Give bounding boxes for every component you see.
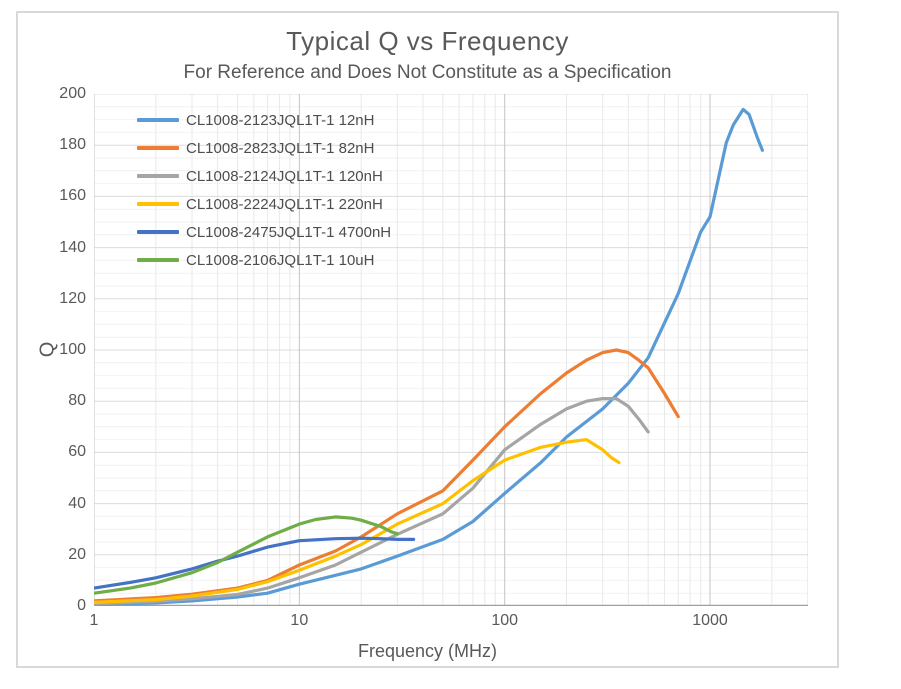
legend-label: CL1008-2106JQL1T-1 10uH — [186, 251, 375, 269]
legend-item: CL1008-2475JQL1T-1 4700nH — [137, 218, 391, 246]
x-axis-title: Frequency (MHz) — [357, 641, 498, 661]
legend-item: CL1008-2823JQL1T-1 82nH — [137, 134, 391, 162]
x-tick-label: 100 — [491, 612, 519, 629]
y-tick-label: 120 — [59, 289, 86, 307]
plot-area — [94, 94, 808, 606]
y-tick-label: 80 — [68, 392, 86, 410]
x-tick-label: 1 — [89, 612, 99, 629]
legend-label: CL1008-2823JQL1T-1 82nH — [186, 139, 375, 157]
legend-line-swatch — [137, 230, 179, 234]
legend-item: CL1008-2106JQL1T-1 10uH — [137, 246, 391, 274]
legend-item: CL1008-2224JQL1T-1 220nH — [137, 190, 391, 218]
legend-label: CL1008-2224JQL1T-1 220nH — [186, 195, 383, 213]
y-axis-title: Q — [36, 341, 59, 358]
x-tick-label: 1000 — [692, 612, 728, 629]
legend-line-swatch — [137, 202, 179, 206]
y-tick-label: 180 — [59, 136, 86, 154]
series-line — [94, 515, 399, 595]
legend-line-swatch — [137, 146, 179, 150]
x-tick-label: 10 — [290, 612, 309, 629]
series-line — [94, 536, 416, 590]
y-tick-label: 100 — [59, 341, 86, 358]
series-line — [94, 348, 680, 603]
legend-line-swatch — [137, 174, 179, 178]
y-tick-label: 40 — [68, 494, 86, 512]
y-tick-label: 140 — [59, 238, 86, 256]
legend-label: CL1008-2124JQL1T-1 120nH — [186, 167, 383, 185]
series-line — [94, 107, 765, 606]
series-line — [94, 438, 621, 604]
chart-subtitle: For Reference and Does Not Constitute as… — [183, 62, 672, 83]
series-line — [94, 397, 650, 606]
legend-item: CL1008-2123JQL1T-1 12nH — [137, 106, 391, 134]
legend-label: CL1008-2475JQL1T-1 4700nH — [186, 223, 392, 241]
legend-item: CL1008-2124JQL1T-1 120nH — [137, 162, 391, 190]
legend-line-swatch — [137, 118, 179, 122]
y-tick-label: 20 — [68, 545, 86, 563]
y-tick-label: 60 — [68, 443, 86, 461]
chart-title: Typical Q vs Frequency — [286, 26, 569, 56]
y-tick-label: 160 — [59, 187, 86, 205]
y-tick-label: 0 — [77, 597, 86, 614]
legend-label: CL1008-2123JQL1T-1 12nH — [186, 111, 375, 129]
chart-frame: Typical Q vs Frequency For Reference and… — [16, 11, 839, 668]
legend-line-swatch — [137, 258, 179, 262]
chart-legend: CL1008-2123JQL1T-1 12nH CL1008-2823JQL1T… — [137, 106, 391, 274]
y-tick-label: 200 — [59, 85, 86, 102]
